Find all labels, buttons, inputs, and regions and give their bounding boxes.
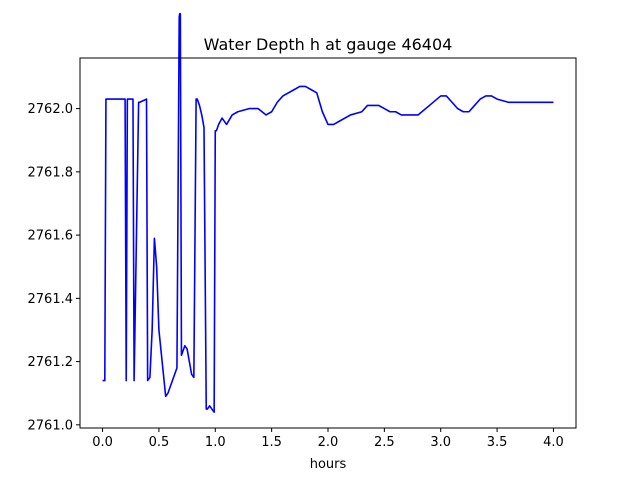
series-line-0 — [102, 12, 554, 413]
y-tick-label: 2762.0 — [28, 102, 74, 117]
chart-title: Water Depth h at gauge 46404 — [204, 35, 453, 54]
x-tick-label: 1.0 — [205, 435, 226, 450]
x-tick-label: 0.0 — [92, 435, 113, 450]
y-tick-label: 2761.8 — [28, 165, 74, 180]
x-tick-label: 3.5 — [487, 435, 508, 450]
x-tick-label: 4.0 — [543, 435, 564, 450]
y-tick-label: 2761.0 — [28, 418, 74, 433]
x-tick-label: 0.5 — [149, 435, 170, 450]
x-tick-label: 2.5 — [374, 435, 395, 450]
plot-area — [102, 12, 554, 413]
x-tick-label: 2.0 — [318, 435, 339, 450]
plot-frame — [79, 57, 577, 429]
x-tick-label: 1.5 — [261, 435, 282, 450]
y-tick-label: 2761.4 — [28, 292, 74, 307]
x-axis: 0.0 0.5 1.0 1.5 2.0 2.5 3.0 3.5 4.0 — [92, 428, 564, 450]
y-axis: 2761.0 2761.2 2761.4 2761.6 2761.8 2762.0 — [28, 102, 80, 433]
y-tick-label: 2761.2 — [28, 355, 74, 370]
x-axis-label: hours — [310, 457, 347, 472]
y-tick-label: 2761.6 — [28, 229, 74, 244]
x-tick-label: 3.0 — [430, 435, 451, 450]
